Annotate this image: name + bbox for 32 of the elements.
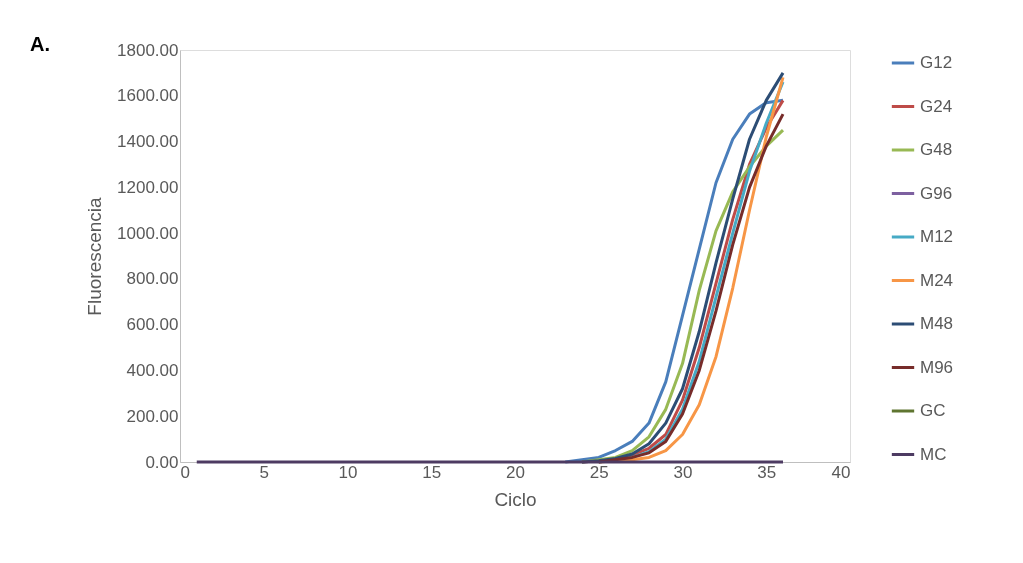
x-tick-label: 5 <box>259 462 269 482</box>
legend-label: MC <box>920 444 947 464</box>
legend-label: G48 <box>920 140 953 159</box>
y-tick-label: 1600.00 <box>117 86 179 106</box>
y-tick-label: 800.00 <box>126 269 179 289</box>
x-tick-label: 10 <box>338 462 358 482</box>
x-axis-title: Ciclo <box>494 488 537 510</box>
x-tick-label: 0 <box>180 462 190 482</box>
x-tick-label: 35 <box>757 462 777 482</box>
legend-label: M48 <box>920 314 954 333</box>
y-axis-title: Fluorescencia <box>84 196 106 316</box>
x-tick-label: 40 <box>831 462 851 482</box>
legend-label: M24 <box>920 270 954 290</box>
legend-label: G24 <box>920 96 953 116</box>
legend-label: G96 <box>920 183 953 203</box>
y-tick-label: 400.00 <box>126 360 179 380</box>
legend-label: GC <box>920 401 946 420</box>
x-tick-label: 25 <box>589 462 609 482</box>
x-tick-label: 30 <box>673 462 693 482</box>
y-tick-label: 1400.00 <box>117 132 179 152</box>
x-tick-label: 20 <box>506 462 525 482</box>
y-tick-label: 0.00 <box>145 452 179 472</box>
y-tick-label: 1800.00 <box>117 40 179 60</box>
y-tick-label: 200.00 <box>126 406 179 426</box>
x-tick-label: 15 <box>422 462 442 482</box>
y-tick-label: 600.00 <box>126 315 179 335</box>
legend-label: M96 <box>920 357 954 377</box>
legend-label: M12 <box>920 227 954 246</box>
text: A. <box>30 33 50 55</box>
y-tick-label: 1000.00 <box>117 223 179 243</box>
legend-label: G12 <box>920 53 953 72</box>
y-tick-label: 1200.00 <box>117 177 179 197</box>
